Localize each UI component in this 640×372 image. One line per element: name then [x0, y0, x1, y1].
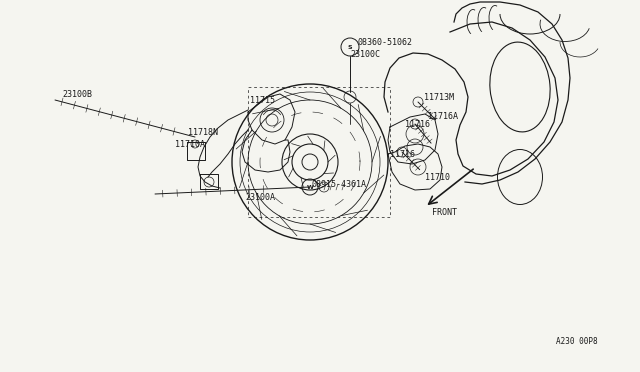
Text: S: S: [348, 45, 352, 49]
Text: 11716: 11716: [390, 150, 415, 158]
Text: 11716: 11716: [405, 119, 430, 128]
Text: 11715: 11715: [250, 96, 275, 105]
Text: W: W: [307, 185, 314, 189]
Text: 08360-51062: 08360-51062: [358, 38, 413, 46]
Text: 23100B: 23100B: [62, 90, 92, 99]
Text: 11718N: 11718N: [188, 128, 218, 137]
Text: A230 00P8: A230 00P8: [556, 337, 598, 346]
Text: 23100A: 23100A: [245, 192, 275, 202]
Text: 11710A: 11710A: [175, 140, 205, 148]
Text: FRONT: FRONT: [432, 208, 457, 217]
Text: 11716A: 11716A: [428, 112, 458, 121]
Text: 23100C: 23100C: [350, 49, 380, 58]
Text: 08915-4361A: 08915-4361A: [312, 180, 367, 189]
Text: 11710: 11710: [425, 173, 450, 182]
Text: 11713M: 11713M: [424, 93, 454, 102]
